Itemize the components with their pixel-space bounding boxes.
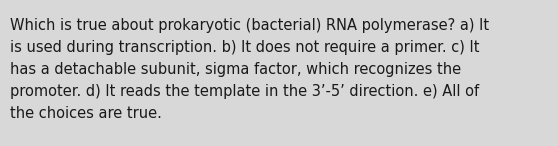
Text: Which is true about prokaryotic (bacterial) RNA polymerase? a) It: Which is true about prokaryotic (bacteri…	[10, 18, 489, 33]
Text: promoter. d) It reads the template in the 3’-5’ direction. e) All of: promoter. d) It reads the template in th…	[10, 84, 479, 99]
Text: has a detachable subunit, sigma factor, which recognizes the: has a detachable subunit, sigma factor, …	[10, 62, 461, 77]
Text: is used during transcription. b) It does not require a primer. c) It: is used during transcription. b) It does…	[10, 40, 479, 55]
Text: the choices are true.: the choices are true.	[10, 106, 162, 121]
